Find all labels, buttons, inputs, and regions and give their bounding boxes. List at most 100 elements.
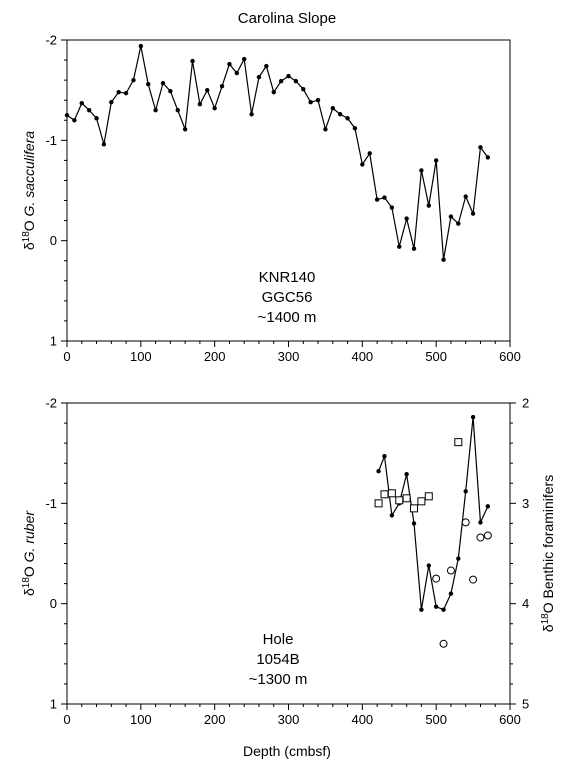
x-tick-label: 600 <box>499 349 521 364</box>
y-axis-label: δ18O G. sacculifera <box>21 131 38 251</box>
data-point-dot <box>389 513 395 518</box>
data-point-dot <box>419 607 424 612</box>
data-point-dot <box>367 151 372 156</box>
y-tick-label: -1 <box>45 133 57 148</box>
data-point-square <box>395 496 404 505</box>
data-point-dot <box>404 472 409 477</box>
core-annotation-line: ~1400 m <box>258 309 317 326</box>
y-tick-label: -2 <box>45 33 57 48</box>
data-point-square <box>380 490 389 499</box>
data-point-dot <box>448 214 454 219</box>
data-point-dot <box>94 116 99 121</box>
core-annotation-line: GGC56 <box>262 289 313 306</box>
series-line <box>66 45 489 261</box>
figure-title: Carolina Slope <box>238 10 336 27</box>
y-axis-label: δ18O G. ruber <box>21 510 38 596</box>
data-point-dot <box>360 162 365 167</box>
data-point-square <box>402 494 411 503</box>
data-point-dot <box>411 246 417 251</box>
data-point-dot <box>389 205 395 210</box>
y-tick-label: 1 <box>50 334 57 349</box>
data-point-dot <box>86 108 92 113</box>
data-point-dot <box>123 90 129 96</box>
data-point-dot <box>470 414 476 420</box>
data-point-dot <box>478 145 483 150</box>
data-point-dot <box>433 604 439 609</box>
x-tick-label: 200 <box>204 712 226 727</box>
data-point-dot <box>242 56 247 62</box>
data-point-square <box>417 497 426 506</box>
data-point-circle <box>476 533 485 542</box>
y-tick-label: 1 <box>50 697 57 712</box>
data-point-circle <box>432 574 441 583</box>
series-line <box>378 416 489 611</box>
data-point-dot <box>197 102 203 107</box>
core-annotation-line: KNR140 <box>259 269 316 286</box>
data-point-dot <box>116 89 121 95</box>
y2-tick-label: 2 <box>522 396 529 411</box>
data-point-dot <box>205 87 210 93</box>
data-point-dot <box>426 203 431 208</box>
data-point-circle <box>483 531 492 540</box>
data-point-square <box>387 489 396 498</box>
data-point-dot <box>433 158 439 163</box>
data-point-dot <box>256 74 262 80</box>
data-point-dot <box>441 257 446 262</box>
data-point-dot <box>382 453 387 459</box>
data-point-dot <box>382 195 387 200</box>
y2-tick-label: 5 <box>522 697 529 712</box>
data-point-dot <box>463 489 468 494</box>
data-point-square <box>410 504 419 513</box>
data-point-dot <box>478 520 483 525</box>
data-point-dot <box>101 142 107 147</box>
data-point-dot <box>485 504 491 509</box>
data-point-dot <box>175 108 180 113</box>
data-point-dot <box>271 89 276 95</box>
data-point-square <box>454 438 463 447</box>
x-tick-label: 400 <box>351 349 373 364</box>
x-tick-label: 600 <box>499 712 521 727</box>
data-point-dot <box>160 80 166 86</box>
data-point-dot <box>227 61 232 67</box>
data-point-dot <box>456 556 461 561</box>
data-point-dot <box>426 563 431 568</box>
data-point-dot <box>308 100 313 105</box>
data-point-dot <box>249 112 254 117</box>
data-point-dot <box>376 469 381 474</box>
x-tick-label: 0 <box>63 712 70 727</box>
data-point-circle <box>461 518 470 527</box>
data-point-dot <box>64 113 70 118</box>
data-point-dot <box>146 81 151 87</box>
data-point-dot <box>411 521 417 526</box>
data-point-dot <box>234 70 240 76</box>
data-point-dot <box>315 98 321 103</box>
data-point-dot <box>323 127 328 132</box>
data-point-dot <box>352 126 358 131</box>
data-point-dot <box>419 168 424 173</box>
x-tick-label: 200 <box>204 349 226 364</box>
x-tick-label: 100 <box>130 712 152 727</box>
x-tick-label: 0 <box>63 349 70 364</box>
y-tick-label: 0 <box>50 596 57 611</box>
y2-tick-label: 4 <box>522 596 529 611</box>
data-point-dot <box>485 155 491 160</box>
x-axis-label: Depth (cmbsf) <box>243 743 331 759</box>
x-tick-label: 100 <box>130 349 152 364</box>
core-annotation-line: ~1300 m <box>249 671 308 688</box>
data-point-dot <box>212 106 217 111</box>
data-point-dot <box>330 106 335 111</box>
data-point-dot <box>301 86 306 92</box>
y-tick-label: -1 <box>45 496 57 511</box>
data-point-dot <box>168 88 173 94</box>
data-point-square <box>374 499 383 508</box>
data-point-dot <box>448 591 454 596</box>
x-tick-label: 300 <box>278 712 300 727</box>
x-tick-label: 300 <box>278 349 300 364</box>
data-point-dot <box>72 118 77 123</box>
x-tick-label: 400 <box>351 712 373 727</box>
data-point-dot <box>463 194 468 199</box>
core-annotation-line: Hole <box>263 631 294 648</box>
data-point-square <box>424 492 433 501</box>
data-point-dot <box>374 197 380 202</box>
